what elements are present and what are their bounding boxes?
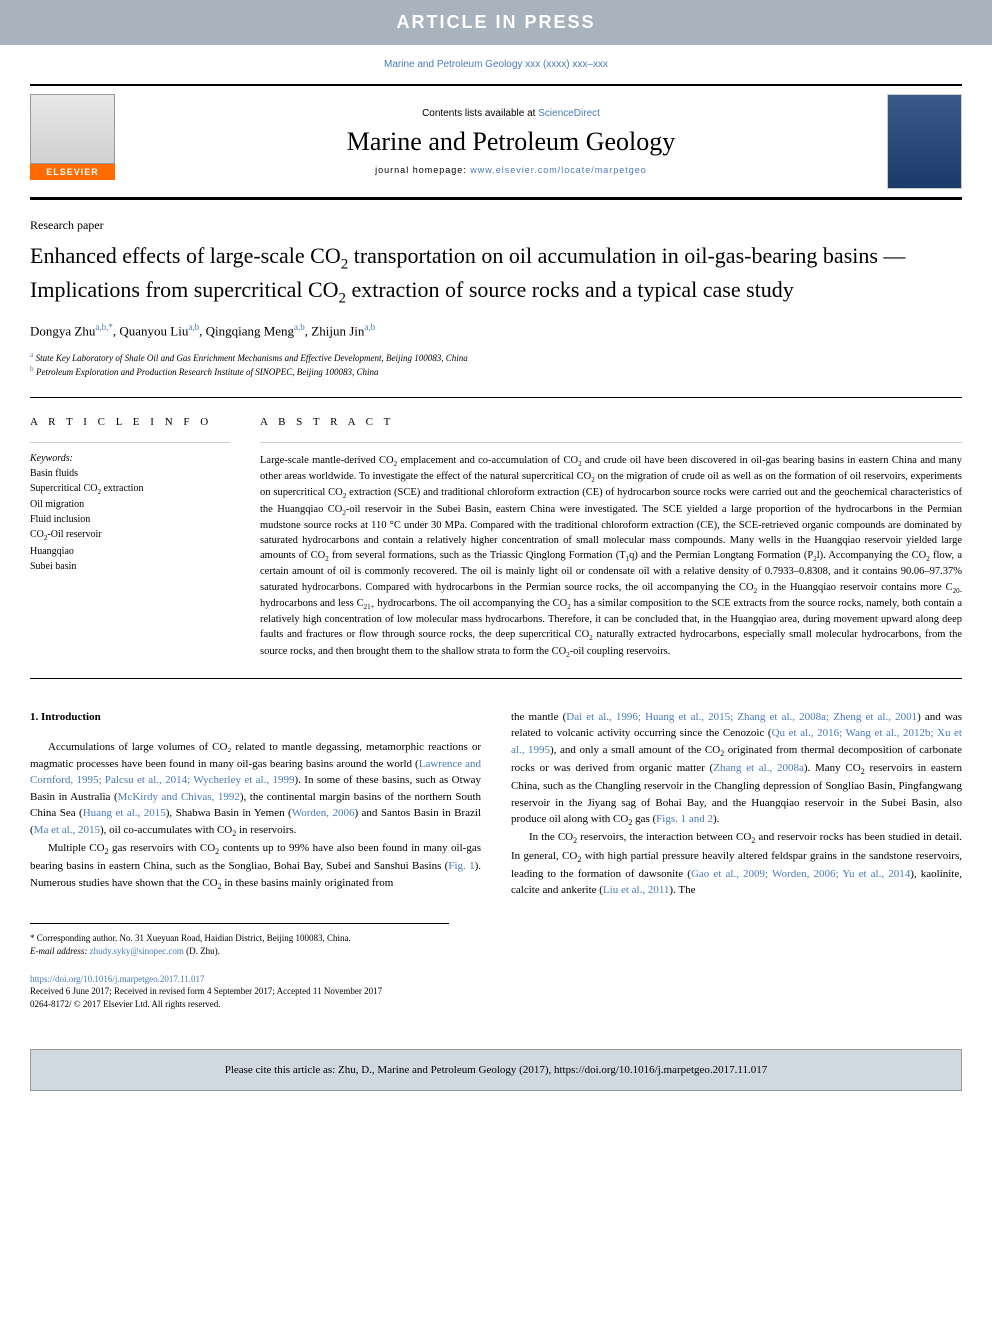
paper-type: Research paper — [30, 218, 962, 233]
abstract-heading: A B S T R A C T — [260, 416, 962, 428]
keyword: Subei basin — [30, 559, 230, 574]
intro-p4: In the CO2 reservoirs, the interaction b… — [511, 829, 962, 898]
copyright: 0264-8172/ © 2017 Elsevier Ltd. All righ… — [30, 998, 962, 1011]
author-3-sup: a,b — [294, 322, 305, 332]
affiliation-a: State Key Laboratory of Shale Oil and Ga… — [36, 353, 468, 363]
keyword: Oil migration — [30, 497, 230, 512]
intro-p3: the mantle (Dai et al., 1996; Huang et a… — [511, 709, 962, 830]
elsevier-logo[interactable]: ELSEVIER — [30, 94, 115, 189]
corresponding-author: * Corresponding author. No. 31 Xueyuan R… — [30, 932, 449, 946]
citation-link[interactable]: Gao et al., 2009; Worden, 2006; Yu et al… — [691, 868, 910, 880]
intro-p1: Accumulations of large volumes of CO₂ re… — [30, 739, 481, 840]
sciencedirect-link[interactable]: ScienceDirect — [538, 108, 600, 119]
journal-homepage-line: journal homepage: www.elsevier.com/locat… — [135, 165, 887, 175]
citation-link[interactable]: Worden, 2006 — [292, 807, 355, 819]
content-wrapper: Research paper Enhanced effects of large… — [0, 200, 992, 1029]
divider — [30, 678, 962, 679]
citation-box: Please cite this article as: Zhu, D., Ma… — [30, 1049, 962, 1091]
keyword: Supercritical CO2 extraction — [30, 481, 230, 498]
keyword: Huangqiao — [30, 544, 230, 559]
affiliation-b: Petroleum Exploration and Production Res… — [36, 367, 378, 377]
authors-line: Dongya Zhua,b,*, Quanyou Liua,b, Qingqia… — [30, 322, 962, 339]
citation-link[interactable]: Liu et al., 2011 — [603, 884, 670, 896]
keywords-list: Basin fluids Supercritical CO2 extractio… — [30, 466, 230, 574]
paper-title: Enhanced effects of large-scale CO2 tran… — [30, 241, 962, 308]
author-1: Dongya Zhu — [30, 324, 95, 339]
banner-text: ARTICLE IN PRESS — [396, 12, 595, 32]
citation-link[interactable]: Ma et al., 2015 — [34, 824, 100, 836]
body-column-left: 1. Introduction Accumulations of large v… — [30, 709, 481, 899]
figure-link[interactable]: Figs. 1 and 2 — [656, 813, 713, 825]
journal-title: Marine and Petroleum Geology — [135, 127, 887, 157]
figure-link[interactable]: Fig. 1 — [448, 860, 474, 872]
elsevier-label: ELSEVIER — [30, 164, 115, 180]
abstract-column: A B S T R A C T Large-scale mantle-deriv… — [260, 416, 962, 660]
elsevier-tree-icon — [30, 94, 115, 164]
keyword: Basin fluids — [30, 466, 230, 481]
citation-link[interactable]: Zhang et al., 2008a — [713, 762, 804, 774]
doi-section: https://doi.org/10.1016/j.marpetgeo.2017… — [30, 973, 962, 1011]
article-in-press-banner: ARTICLE IN PRESS — [0, 0, 992, 45]
header-center: Contents lists available at ScienceDirec… — [135, 108, 887, 175]
author-3: Qingqiang Meng — [206, 324, 294, 339]
journal-cover-thumbnail[interactable] — [887, 94, 962, 189]
keyword: CO2-Oil reservoir — [30, 527, 230, 544]
journal-reference: Marine and Petroleum Geology xxx (xxxx) … — [0, 45, 992, 84]
author-4-sup: a,b — [364, 322, 375, 332]
citation-link[interactable]: Dai et al., 1996; Huang et al., 2015; Zh… — [566, 711, 917, 723]
journal-header: ELSEVIER Contents lists available at Sci… — [30, 84, 962, 200]
body-columns: 1. Introduction Accumulations of large v… — [30, 709, 962, 899]
email-line: E-mail address: zhudy.syky@sinopec.com (… — [30, 945, 449, 959]
author-2: Quanyou Liu — [119, 324, 188, 339]
keyword: Fluid inclusion — [30, 512, 230, 527]
article-info-heading: A R T I C L E I N F O — [30, 416, 230, 428]
article-info-column: A R T I C L E I N F O Keywords: Basin fl… — [30, 416, 260, 660]
doi-link[interactable]: https://doi.org/10.1016/j.marpetgeo.2017… — [30, 974, 205, 984]
journal-homepage-link[interactable]: www.elsevier.com/locate/marpetgeo — [470, 165, 647, 175]
keywords-label: Keywords: — [30, 453, 230, 464]
abstract-text: Large-scale mantle-derived CO2 emplaceme… — [260, 453, 962, 660]
body-column-right: the mantle (Dai et al., 1996; Huang et a… — [511, 709, 962, 899]
intro-heading: 1. Introduction — [30, 709, 481, 726]
author-1-sup: a,b,* — [95, 322, 113, 332]
intro-p2: Multiple CO2 gas reservoirs with CO2 con… — [30, 840, 481, 893]
citation-link[interactable]: McKirdy and Chivas, 1992 — [118, 791, 240, 803]
info-abstract-row: A R T I C L E I N F O Keywords: Basin fl… — [30, 398, 962, 678]
corresponding-author-footer: * Corresponding author. No. 31 Xueyuan R… — [30, 923, 449, 959]
author-4: Zhijun Jin — [311, 324, 364, 339]
author-2-sup: a,b — [188, 322, 199, 332]
citation-link[interactable]: Huang et al., 2015 — [83, 807, 166, 819]
received-dates: Received 6 June 2017; Received in revise… — [30, 985, 962, 998]
contents-list-line: Contents lists available at ScienceDirec… — [135, 108, 887, 119]
email-link[interactable]: zhudy.syky@sinopec.com — [90, 946, 184, 956]
affiliations: a State Key Laboratory of Shale Oil and … — [30, 350, 962, 379]
